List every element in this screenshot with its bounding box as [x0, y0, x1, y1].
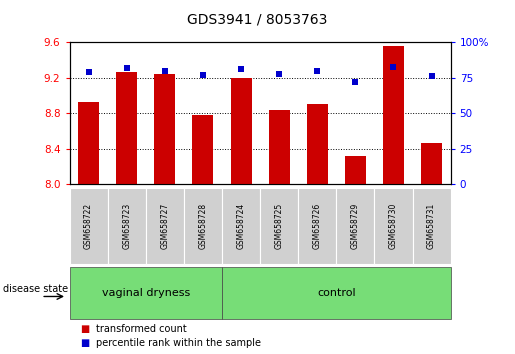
Text: GSM658722: GSM658722 — [84, 202, 93, 249]
Text: GSM658729: GSM658729 — [351, 202, 360, 249]
Text: percentile rank within the sample: percentile rank within the sample — [96, 338, 261, 348]
Bar — [383, 46, 404, 184]
Text: vaginal dryness: vaginal dryness — [101, 288, 190, 298]
Text: GSM658723: GSM658723 — [122, 202, 131, 249]
Bar — [193, 115, 213, 184]
Point — [427, 74, 436, 79]
Text: GSM658724: GSM658724 — [236, 202, 246, 249]
Bar — [154, 74, 175, 184]
Point — [389, 64, 398, 69]
Text: GSM658731: GSM658731 — [427, 202, 436, 249]
Bar — [78, 102, 99, 184]
Point — [275, 71, 283, 76]
Text: disease state: disease state — [3, 284, 67, 295]
Text: GSM658727: GSM658727 — [160, 202, 169, 249]
Point — [84, 69, 93, 75]
Point — [351, 79, 359, 85]
Bar — [231, 78, 251, 184]
Bar — [421, 143, 442, 184]
Text: GSM658730: GSM658730 — [389, 202, 398, 249]
Text: transformed count: transformed count — [96, 324, 187, 333]
Bar — [269, 110, 289, 184]
Point — [237, 67, 245, 72]
Bar — [345, 156, 366, 184]
Point — [199, 72, 207, 78]
Bar — [307, 104, 328, 184]
Text: GSM658726: GSM658726 — [313, 202, 322, 249]
Point — [313, 68, 321, 74]
Text: ■: ■ — [80, 338, 89, 348]
Text: GDS3941 / 8053763: GDS3941 / 8053763 — [187, 12, 328, 27]
Point — [123, 65, 131, 71]
Text: GSM658725: GSM658725 — [274, 202, 284, 249]
Bar — [116, 72, 137, 184]
Text: GSM658728: GSM658728 — [198, 202, 208, 249]
Point — [161, 68, 169, 74]
Text: control: control — [317, 288, 355, 298]
Text: ■: ■ — [80, 324, 89, 333]
